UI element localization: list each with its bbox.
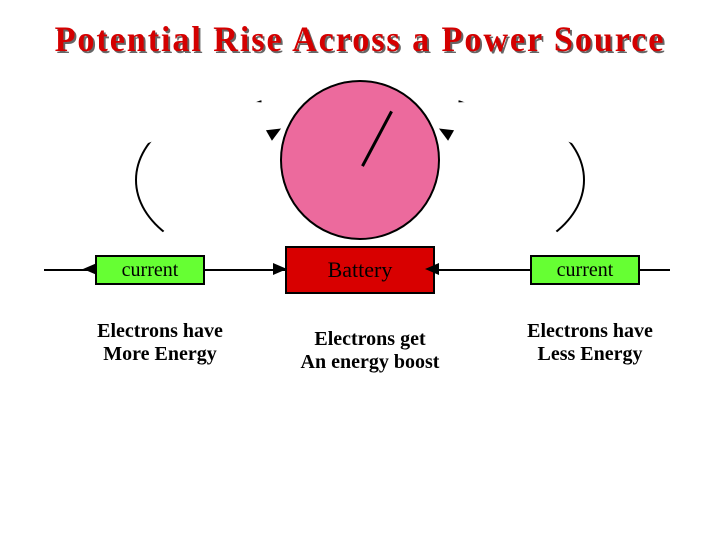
caption-left-line2: More Energy — [103, 343, 217, 365]
current-right-box: current — [530, 255, 640, 285]
wire-right — [437, 269, 530, 271]
meter-needle — [361, 111, 392, 167]
caption-mid-line1: Electrons get — [314, 328, 425, 350]
meter-face — [280, 80, 440, 240]
caption-mid-line2: An energy boost — [301, 351, 440, 373]
caption-right-line1: Electrons have — [527, 320, 653, 342]
wire-end-right — [640, 269, 670, 271]
caption-right-line2: Less Energy — [538, 343, 643, 365]
caption-middle: Electrons get An energy boost — [270, 328, 470, 374]
caption-right: Electrons have Less Energy — [500, 320, 680, 366]
current-left-box: current — [95, 255, 205, 285]
battery-label: Battery — [328, 257, 393, 283]
page-title: Potential Rise Across a Power Source — [55, 18, 666, 60]
meter — [280, 80, 440, 240]
current-left-label: current — [122, 259, 179, 282]
caption-left-line1: Electrons have — [97, 320, 223, 342]
current-right-label: current — [557, 259, 614, 282]
battery-box: Battery — [285, 246, 435, 294]
caption-left: Electrons have More Energy — [70, 320, 250, 366]
